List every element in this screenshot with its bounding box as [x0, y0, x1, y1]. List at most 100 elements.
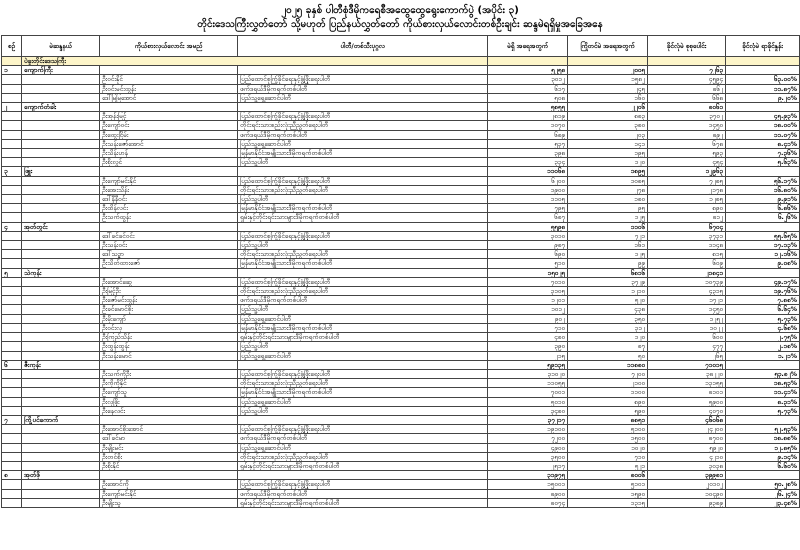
figure: ၈၇ [567, 341, 648, 352]
cell [99, 221, 238, 232]
candidate-row: ဒေါ်သဉ္ဇာ တိုင်းရင်းသားစည်းလုံးညီညွတ်ရေးပ… [1, 249, 800, 260]
cell [99, 414, 238, 426]
candidate-name: ဦးစိုးလွင် [99, 157, 238, 168]
cell [1, 304, 22, 315]
party-name: ရှမ်းနှင့်တိုင်းရင်းသားများဒီမိုကရက်တစ်ပ… [237, 212, 488, 223]
candidate-row: ဦးမျိုးမင်း ပြည်သူ့ရှေ့ဆောင်ပါတီ ၄၉၀၀ ၁၀၂၀၅… [1, 442, 800, 453]
figure: ၂၈၁၉ [487, 111, 568, 122]
cell [725, 221, 800, 232]
cell [237, 267, 488, 278]
candidate-name: ဦးမျိုးမင်း [99, 442, 238, 453]
percent: ၅၀.၂၈% [725, 479, 800, 490]
figure: ၄၇၇ [647, 341, 726, 352]
figure: ၃၈၀ [567, 120, 648, 131]
figure: ၁၂၀ [567, 332, 648, 343]
figure: ၂၁၇၈ [647, 184, 726, 196]
figure: ၅၁၀၀ [567, 424, 648, 435]
region-name: ပဲခူးတိုင်းဒေသကြီး [21, 55, 488, 67]
figure: ၁၄၅၀ [647, 304, 726, 315]
candidate-row: ဦးထွန်းထွန်း ပြည်သူ့ပါတီ ၃၉၀ ၈၇ ၄၇၇ ၂.၁၈% [1, 341, 800, 352]
figure: ၁၁၀၀ [567, 387, 648, 398]
cell [1, 396, 22, 407]
figure: ၈၀၀၆ [567, 470, 648, 481]
figure: ၃၅၀၀ [487, 451, 568, 462]
party-name: ပြည်သူ့ရှေ့ဆောင်ပါတီ [237, 396, 488, 407]
constituency-name: အုတ်ဖို [21, 470, 100, 481]
party-name: ပြည်သူ့ပါတီ [237, 240, 488, 251]
figure: ၃၀၃၈ [647, 460, 726, 472]
figure: ၁၉၁၀၀ [487, 424, 568, 435]
figure: ၃၅၀ [567, 313, 648, 324]
cell [237, 414, 488, 426]
candidate-row: ဒေါ်ခင်မာ ဖက်ဒရယ်ဒီမိုကရက်တစ်ပါတီ ၇၂၀၀ ၁၅၀၀… [1, 433, 800, 444]
candidate-row: ဦးမျိုးသူ ရှမ်းနှင့်တိုင်းရင်းသားများဒီမိ… [1, 497, 800, 508]
cell [21, 378, 100, 389]
figure: ၉၅ [567, 203, 648, 214]
cell [1, 433, 22, 444]
column-header: ခိုင်လုံမဲ ရာခိုင်နှုန်း [725, 35, 800, 57]
candidate-row: ဦးသက်ထွန်း ရှမ်းနှင့်တိုင်းရင်းသားများဒီမ… [1, 212, 800, 223]
constituency-row: ၁ကျောက်ကြီး ၅၂၅၈ ၂၀၀၅ ၇၂၆၃ [1, 65, 800, 76]
cell [1, 55, 22, 67]
figure: ၇၂၈၅ [647, 175, 726, 186]
figure: ၇၂၁ [567, 230, 648, 242]
figure: ၆၈၇ [487, 212, 568, 223]
figure: ၁၀၂၀ [567, 442, 648, 453]
figure: ၁၀၂၂ [647, 322, 726, 334]
candidate-name: ဒေါ်နီနီဝင်း [99, 194, 238, 205]
cell [21, 387, 100, 398]
candidate-name: ဦးကိုကိုနိုင် [99, 378, 238, 389]
figure: ၆၂၀၀ [487, 175, 568, 186]
percent: ၇.၈၈% [725, 295, 800, 306]
cell [1, 230, 22, 242]
party-name: ပြည်သူ့ရှေ့ဆောင်ပါတီ [237, 92, 488, 104]
party-name: ပြည်သူ့ရှေ့ဆောင်ပါတီ [237, 313, 488, 324]
party-name: ပြည်ထောင်စုကြံ့ခိုင်ရေးနှင့်ဖွံ့ဖြိုးရေး… [237, 424, 488, 435]
figure: ၁၀၄၉၀ [647, 488, 726, 499]
candidate-name: ဦးအုန်းမြင့် [99, 111, 238, 122]
figure: ၃၈၂၂၀ [647, 368, 726, 380]
figure: ၄၃၁၅ [647, 286, 726, 297]
figure: ၅၂၁ [567, 460, 648, 472]
figure: ၃၇၀၂ [647, 111, 726, 122]
row-number: ၄ [1, 221, 22, 232]
figure: ၁၁၄၈ [647, 240, 726, 251]
figure: ၁၂၅၂ [647, 313, 726, 324]
cell [1, 322, 22, 334]
cell [1, 258, 22, 269]
candidate-row: ဦးတင်စိုး တိုင်းရင်းသားစည်းလုံးညီညွတ်ရေးပ… [1, 451, 800, 462]
cell [21, 433, 100, 444]
cell [21, 332, 100, 343]
candidate-name: ဒေါ်သဉ္ဇာ [99, 249, 238, 260]
constituency-row: ၃ဖြူး ၁၁၀၆၈ ၁၈၉၅ ၁၂၉၆၃ [1, 166, 800, 177]
percent: ၉.၂၀% [725, 92, 800, 104]
party-name: ပြည်သူ့ပါတီ [237, 157, 488, 168]
percent: ၁၁.၄၁% [725, 387, 800, 398]
figure: ၇၁၀ [487, 322, 568, 334]
cell [21, 368, 100, 380]
percent: ၁၆.၈၀% [725, 184, 800, 196]
figure: ၁၆၁ [567, 240, 648, 251]
figure: ၁၅၀၀ [567, 433, 648, 444]
constituency-name: ဖြူး [21, 166, 100, 177]
candidate-name: ဦးကြည်သိန်း [99, 332, 238, 343]
candidate-row: ဦးဝင်းမင်းထွန်း ဖက်ဒရယ်ဒီမိုကရက်တစ်ပါတီ ၆၁… [1, 83, 800, 94]
figure: ၄၅၄ [647, 157, 726, 168]
figure: ၅၀၈ [487, 92, 568, 104]
cell [21, 497, 100, 508]
cell [1, 240, 22, 251]
figure: ၂၀၃ [567, 129, 648, 140]
cell [21, 129, 100, 140]
party-name: တိုင်းရင်းသားစည်းလုံးညီညွတ်ရေးပါတီ [237, 286, 488, 297]
figure: ၅၉၂၀ [647, 442, 726, 453]
candidate-row: ဦးနေလင်း ပြည်သူ့ပါတီ ၃၄၈၀ ၅၉၀ ၄၀၇၀ ၅.၇၃% [1, 405, 800, 416]
percent: ၄၉.၁၇% [725, 276, 800, 288]
cell [725, 470, 800, 481]
party-name: ပြည်သူ့ပါတီ [237, 405, 488, 416]
figure: ၇၁၀၁၅ [647, 359, 726, 370]
figure: ၁၈၉၅ [567, 166, 648, 177]
percent: ၂၃.၄၈% [725, 497, 800, 508]
cell [1, 424, 22, 435]
percent: ၅၃.၈၂% [725, 368, 800, 380]
candidate-row: ဦးလှဖြိုး ပြည်သူ့ရှေ့ဆောင်ပါတီ ၅၀၁၀ ၈၉၀ ၅၉၀၀… [1, 396, 800, 407]
